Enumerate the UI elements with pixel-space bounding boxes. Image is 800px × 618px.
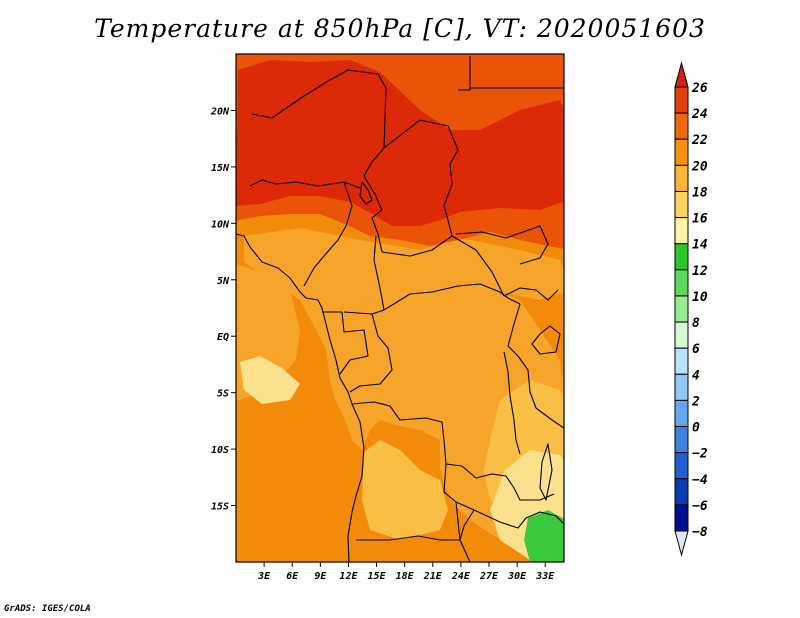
colorbar-label: 10 — [692, 290, 708, 305]
colorbar-label: 24 — [691, 107, 708, 122]
x-tick-label: 18E — [396, 571, 415, 582]
border-chad-sudan — [383, 119, 459, 237]
coastline-west — [236, 233, 365, 562]
colorbar-label: 6 — [692, 342, 700, 357]
map-frame — [235, 53, 565, 563]
border-drc-angola — [351, 401, 463, 467]
field-band-22-24-ne — [470, 56, 564, 100]
colorbar-box — [674, 217, 689, 245]
colorbar-label: −2 — [692, 447, 708, 462]
x-tick-label: 15E — [368, 571, 387, 582]
colorbar-label: 18 — [692, 185, 708, 200]
grads-credit: GrADS: IGES/COLA — [4, 604, 91, 614]
colorbar-label: 0 — [692, 421, 700, 436]
colorbar-box — [674, 321, 689, 349]
colorbar-label: 12 — [692, 264, 708, 279]
border-sudan-north — [458, 56, 564, 91]
border-zambia-south — [473, 509, 564, 529]
y-axis: 20N 15N 10N 5N EQ 5S 10S 15S — [210, 106, 236, 513]
colorbar-box — [674, 138, 689, 166]
x-axis: 3E 6E 9E 12E 15E 18E 21E 24E 27E 30E 33E — [257, 562, 555, 582]
colorbar-label: −8 — [692, 525, 708, 540]
field-band-18-20-north — [244, 228, 564, 310]
colorbar-box — [674, 347, 689, 375]
border-chad-west — [363, 175, 383, 253]
lake-victoria — [531, 325, 561, 355]
x-tick-label: 21E — [423, 571, 443, 582]
colorbar-box — [674, 452, 689, 480]
x-tick-label: 9E — [314, 571, 327, 582]
colorbar-box — [674, 190, 689, 219]
colorbar-label: 2 — [691, 394, 700, 409]
colorbar-label: 4 — [692, 368, 700, 383]
field-band-12-14-se — [524, 510, 564, 562]
colorbar-box — [674, 504, 689, 532]
colorbar-label: 16 — [692, 212, 708, 227]
border-angola-zambia — [356, 463, 475, 541]
border-cameroon-car — [343, 235, 385, 315]
country-borders — [236, 56, 564, 562]
colorbar-box — [674, 243, 689, 271]
x-tick-label: 27E — [479, 571, 499, 582]
temperature-field — [236, 54, 564, 562]
y-tick-label: 15S — [211, 502, 229, 513]
y-tick-label: 5N — [217, 276, 230, 287]
x-tick-label: 24E — [451, 571, 471, 582]
chart-title: Temperature at 850hPa [C], VT: 202005160… — [94, 14, 706, 43]
colorbar-label: −4 — [692, 473, 708, 488]
colorbar-label: 20 — [691, 159, 708, 174]
border-congo-gabon — [322, 311, 369, 375]
colorbar-box — [674, 269, 689, 297]
y-tick-label: 20N — [210, 106, 230, 117]
border-drc-zambia — [461, 465, 555, 501]
colorbar-box — [674, 426, 689, 454]
border-congo-drc — [349, 313, 393, 393]
border-sudan-ssudan — [455, 225, 549, 265]
border-niger-algeria-libya — [251, 69, 387, 177]
colorbar-box — [674, 86, 689, 114]
x-tick-label: 3E — [257, 571, 271, 582]
border-drc-car — [383, 283, 521, 311]
lake-malawi — [539, 443, 553, 501]
x-tick-label: 6E — [286, 571, 299, 582]
border-east — [507, 303, 564, 429]
colorbar-box — [674, 399, 689, 428]
border-car-north — [381, 235, 505, 297]
field-band-14-16-coast — [240, 356, 300, 404]
field-band-16-18-south — [362, 440, 448, 540]
colorbar-label: −6 — [692, 499, 708, 514]
colorbar-label: 8 — [692, 316, 700, 331]
colorbar-label: 14 — [692, 238, 708, 253]
border-namibia-botswana — [455, 501, 471, 562]
lake-chad — [359, 181, 373, 205]
colorbar-box — [674, 164, 689, 192]
y-tick-label: 5S — [217, 389, 229, 400]
y-tick-label: EQ — [217, 332, 229, 343]
colorbar-label: 26 — [691, 81, 708, 96]
border-nigeria-east — [303, 181, 353, 287]
border-ssudan-uganda — [503, 287, 559, 301]
y-tick-label: 15N — [211, 163, 230, 174]
y-tick-label: 10N — [211, 219, 230, 230]
colorbar-box — [674, 295, 689, 323]
lake-tanganyika — [503, 351, 521, 455]
x-tick-label: 30E — [507, 571, 527, 582]
colorbar-box — [674, 112, 689, 140]
field-band-24-26-north — [236, 60, 564, 226]
colorbar-box — [674, 373, 689, 401]
colorbar-label: 22 — [691, 133, 708, 148]
x-tick-label: 33E — [535, 571, 555, 582]
y-tick-label: 10S — [211, 445, 229, 456]
colorbar-over-triangle — [674, 61, 689, 88]
x-tick-label: 12E — [339, 571, 358, 582]
colorbar-under-triangle — [674, 530, 689, 557]
colorbar-box — [674, 478, 689, 506]
